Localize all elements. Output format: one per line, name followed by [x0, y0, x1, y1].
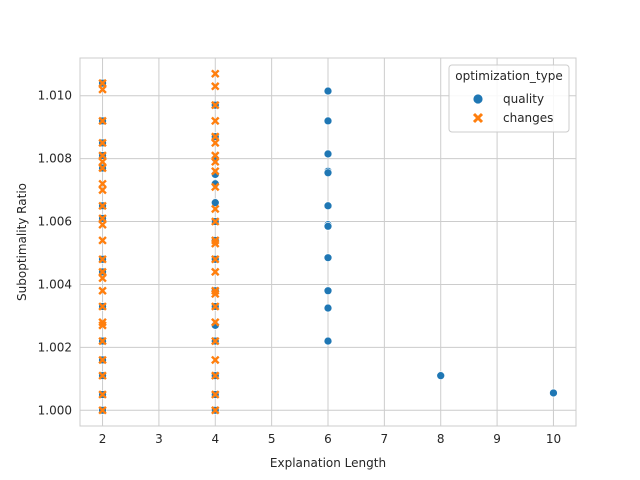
data-point-changes — [98, 302, 107, 311]
data-point-changes — [98, 371, 107, 380]
data-point-changes — [211, 157, 220, 167]
y-tick-label: 1.008 — [38, 152, 72, 166]
y-tick-label: 1.002 — [38, 340, 72, 354]
data-point-changes — [211, 132, 220, 141]
x-tick-label: 5 — [268, 432, 276, 446]
data-point-changes — [211, 69, 220, 78]
data-point-changes — [98, 179, 107, 189]
y-tick-label: 1.004 — [38, 277, 72, 291]
data-point-changes — [211, 255, 220, 264]
data-point-changes — [211, 217, 220, 226]
data-point-quality — [323, 86, 333, 96]
data-point-changes — [211, 406, 220, 415]
data-point-changes — [98, 85, 107, 94]
data-point-changes — [98, 201, 107, 211]
data-point-changes — [98, 390, 107, 399]
data-point-changes — [98, 157, 107, 167]
data-point-quality — [323, 303, 333, 313]
data-point-changes — [98, 138, 107, 148]
data-point-quality — [210, 198, 220, 208]
x-tick-label: 3 — [155, 432, 163, 446]
data-point-changes — [211, 302, 220, 311]
data-point-changes — [98, 267, 107, 277]
legend-title: optimization_type — [455, 69, 562, 83]
x-tick-label: 9 — [493, 432, 501, 446]
data-point-changes — [98, 236, 107, 245]
data-point-changes — [211, 336, 220, 346]
x-tick-label: 6 — [324, 432, 332, 446]
data-point-quality — [323, 116, 333, 126]
data-point-changes — [98, 355, 107, 365]
legend-marker-quality — [472, 93, 484, 105]
data-point-changes — [211, 289, 220, 299]
data-point-quality — [323, 286, 333, 296]
tick-labels: 2 3 4 5 6 7 8 9 10 1.000 1.002 1.004 1.006 1.008 1.010 — [38, 89, 561, 446]
data-point-quality — [323, 221, 333, 231]
legend-label-changes: changes — [503, 111, 553, 125]
data-point-changes — [211, 182, 220, 192]
data-point-changes — [211, 151, 220, 160]
data-point-changes — [211, 82, 220, 91]
y-tick-label: 1.010 — [38, 89, 72, 103]
y-tick-label: 1.006 — [38, 215, 72, 229]
data-point-changes — [98, 321, 107, 330]
data-point-changes — [98, 273, 107, 283]
x-tick-label: 8 — [437, 432, 445, 446]
x-tick-label: 7 — [381, 432, 389, 446]
legend-label-quality: quality — [503, 92, 544, 106]
x-tick-label: 2 — [99, 432, 107, 446]
data-point-quality — [323, 149, 333, 159]
data-point-changes — [98, 163, 107, 173]
data-point-changes — [211, 166, 220, 176]
data-point-changes — [98, 286, 107, 296]
data-point-changes — [98, 220, 107, 229]
data-point-quality — [323, 201, 333, 211]
data-point-changes — [98, 406, 107, 415]
data-point-changes — [211, 371, 220, 380]
data-point-changes — [211, 116, 220, 126]
data-point-quality — [323, 336, 333, 346]
data-point-changes — [98, 78, 107, 88]
data-point-quality — [323, 168, 333, 178]
data-point-changes — [211, 239, 220, 248]
data-point-quality — [549, 388, 558, 398]
data-point-changes — [211, 390, 220, 399]
data-point-changes — [211, 100, 220, 110]
data-point-changes — [98, 336, 107, 346]
data-point-changes — [98, 185, 107, 195]
data-point-changes — [98, 214, 107, 223]
x-tick-label: 10 — [546, 432, 561, 446]
data-points — [98, 69, 558, 415]
y-tick-label: 1.000 — [38, 403, 72, 417]
data-point-changes — [211, 267, 220, 277]
data-point-changes — [98, 116, 107, 126]
data-point-quality — [323, 253, 333, 263]
data-point-changes — [211, 317, 220, 327]
data-point-changes — [211, 138, 220, 148]
plot-frame — [79, 57, 577, 427]
data-point-quality — [436, 371, 446, 381]
data-point-changes — [98, 255, 107, 264]
legend-marker-changes — [472, 112, 484, 124]
data-point-changes — [211, 204, 220, 214]
y-axis-label: Suboptimality Ratio — [15, 183, 29, 301]
data-point-changes — [211, 355, 220, 365]
legend: optimization_type quality changes — [448, 64, 570, 133]
x-axis-label: Explanation Length — [270, 456, 386, 470]
series-changes — [98, 69, 220, 415]
data-point-changes — [98, 151, 107, 160]
x-tick-label: 4 — [211, 432, 219, 446]
